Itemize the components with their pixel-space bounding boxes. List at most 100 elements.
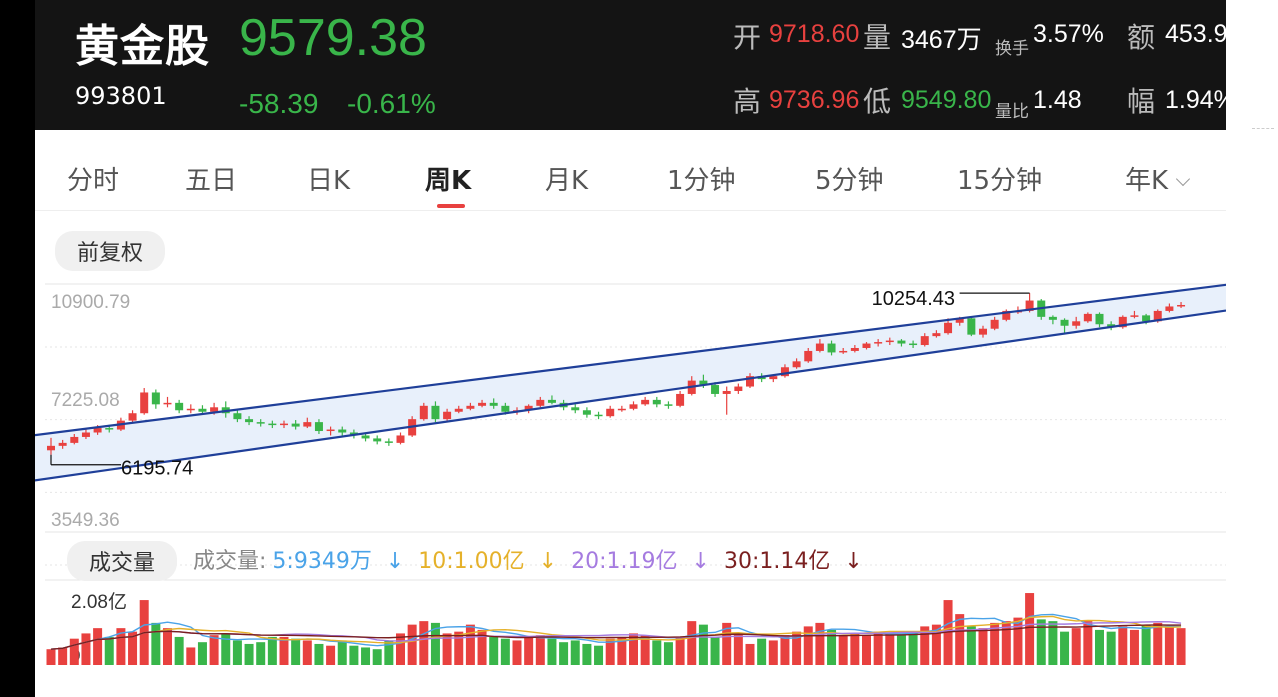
candle-body [699,380,708,386]
candle-body [955,318,964,323]
tab-yearly-k[interactable]: 年K [1125,160,1191,197]
candle-body [210,407,219,412]
candle [373,435,382,445]
candle [547,395,556,405]
candle-body [198,408,207,412]
candle-body [396,435,405,443]
candle [303,417,312,429]
volume-bar [827,629,837,665]
volume-bar [640,635,650,665]
candle-body [1083,313,1092,322]
candle [1072,316,1081,329]
open-label: 开 [733,21,762,54]
candle-body [186,408,195,411]
candle-body [454,408,463,412]
candle [990,316,999,331]
ma5-value: 5:9349万 ↓ [272,549,405,574]
candle-body [1002,310,1011,320]
tab-intraday[interactable]: 分时 [67,166,120,196]
volume-bar [267,636,277,665]
candle-body [594,414,603,417]
volume-value: 3467万 [901,26,982,54]
volume-bar [559,642,569,665]
candle-body [419,405,428,420]
candle [629,401,638,411]
volume-bar [733,633,743,665]
volume-bar [1118,626,1128,665]
low-value: 9549.80 [901,86,992,114]
volume-bar [512,640,522,665]
candle-body [501,405,510,412]
candle [1060,318,1069,334]
app-window: 黄金股 993801 9579.38 -58.39 -0.61% 开 9718.… [35,0,1226,697]
candle-body [979,328,987,335]
volume-bar [547,638,557,665]
volume-bar [1095,629,1104,665]
turnover-label: 换手 [995,39,1029,59]
amplitude-label: 幅 [1127,85,1156,118]
candle-body [524,405,533,411]
volume-bar [908,631,918,665]
candle-body [1130,315,1139,317]
candle-body [256,422,265,424]
adjust-button[interactable]: 前复权 [55,231,166,271]
volume-bar [477,629,487,665]
volume-bar [570,640,580,665]
candle [641,396,650,406]
vol-ratio-value: 1.48 [1033,86,1082,114]
candle [792,358,801,369]
tab-daily-k[interactable]: 日K [307,166,351,196]
price-markers: 10254.43 6195.74 [50,288,1030,480]
volume-button[interactable]: 成交量 [67,541,178,581]
volume-ma10-line [50,615,1182,650]
volume-bar [1036,619,1046,665]
volume-bar [1013,617,1023,665]
volume-bar [209,635,219,665]
volume-bar [81,633,91,665]
min-marker-label: 6195.74 [121,458,193,480]
candle-body [850,347,859,351]
ma10-value: 10:1.00亿 ↓ [418,549,558,574]
volume-bar [244,643,254,665]
candle-body [47,445,55,451]
candle-body [571,407,580,411]
tab-5min[interactable]: 5分钟 [815,166,884,196]
candle-body [93,428,102,433]
volume-bar [920,626,930,665]
volume-bar [524,636,534,665]
tab-five-day[interactable]: 五日 [185,166,238,196]
candle-body [617,408,626,411]
candle [1130,310,1139,319]
candle [920,333,929,347]
tab-yearly-k-label: 年K [1125,166,1169,196]
tab-weekly-k[interactable]: 周K [425,166,472,196]
volume-bar [384,640,394,665]
volume-label: 量 [863,21,892,54]
candle [233,410,242,423]
candle [280,420,288,429]
ma20-label: 20:1.19亿 [571,549,678,574]
volume-bar [372,649,382,665]
tab-1min[interactable]: 1分钟 [667,166,736,196]
candle-body [652,399,661,405]
chevron-down-icon [1175,171,1191,187]
tab-monthly-k[interactable]: 月K [545,166,589,196]
volume-bar [955,614,965,665]
volume-bar [442,633,452,665]
candle-body [990,319,999,329]
volume-bar [663,642,673,665]
candle [827,340,836,356]
candle-body [641,399,650,405]
volume-bar [337,640,347,665]
candle-body [58,442,67,446]
candle-body [792,361,801,368]
candle [151,389,160,409]
tab-15min[interactable]: 15分钟 [957,166,1043,196]
volume-bar [815,622,825,665]
candle-body [105,428,114,430]
volume-bar [104,636,114,665]
candle [81,429,90,440]
y-axis-label: 3549.36 [51,510,120,531]
candle [1177,302,1186,308]
volume-bar [1176,628,1186,665]
